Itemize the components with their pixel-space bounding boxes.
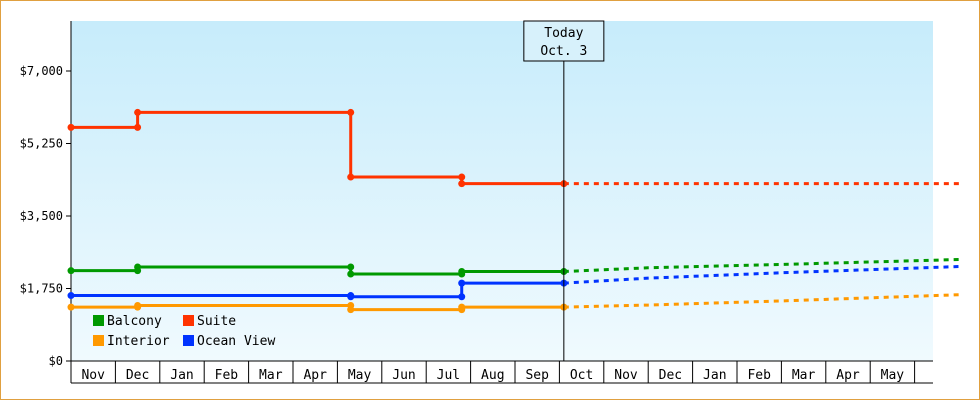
x-month-label: Apr [836, 368, 860, 383]
legend-swatch-suite [183, 315, 194, 326]
x-month-label: Dec [126, 368, 149, 383]
x-month-label: Mar [259, 368, 283, 383]
data-point-ocean-view [458, 279, 466, 287]
x-month-label: May [881, 368, 905, 383]
legend-swatch-interior [93, 335, 104, 346]
legend-label-interior: Interior [107, 334, 170, 349]
legend-swatch-balcony [93, 315, 104, 326]
legend-swatch-ocean-view [183, 335, 194, 346]
today-date: Oct. 3 [540, 44, 587, 59]
series-projection-interior [563, 293, 960, 309]
y-axis: $0 $1,750 $3,500 $5,250 $7,000 [20, 21, 72, 383]
x-month-label: Jan [170, 368, 193, 383]
data-point-balcony [134, 263, 142, 271]
x-month-label: May [348, 368, 372, 383]
data-point-ocean-view [347, 293, 355, 301]
series-projection-balcony [563, 258, 960, 274]
y-tick-label: $0 [49, 354, 63, 368]
legend-label-ocean-view: Ocean View [197, 334, 275, 349]
y-tick-label: $5,250 [20, 137, 63, 151]
data-point-interior [458, 303, 466, 311]
x-month-label: Feb [215, 368, 239, 383]
y-tick-label: $1,750 [20, 282, 63, 296]
data-point-suite [67, 123, 75, 131]
data-point-interior [347, 306, 355, 314]
data-point-suite [134, 123, 142, 131]
x-month-label: Jul [437, 368, 460, 383]
data-point-suite [458, 180, 466, 188]
x-month-label: Dec [659, 368, 682, 383]
data-point-interior [67, 303, 75, 311]
y-tick-label: $3,500 [20, 209, 63, 223]
data-point-balcony [347, 270, 355, 278]
series-layer [67, 108, 960, 314]
today-marker: Today Oct. 3 [523, 20, 605, 361]
today-box [523, 20, 605, 62]
series-projection-ocean-view [563, 265, 960, 285]
today-label: Today [544, 26, 583, 41]
x-month-label: Aug [481, 368, 504, 383]
legend-label-suite: Suite [197, 314, 236, 329]
data-point-ocean-view [67, 292, 75, 300]
data-point-suite [458, 173, 466, 181]
data-point-balcony [458, 268, 466, 276]
data-point-suite [347, 173, 355, 181]
x-month-label: Sep [525, 368, 549, 383]
x-month-label: Feb [747, 368, 771, 383]
x-month-label: Apr [303, 368, 327, 383]
x-axis: Nov Dec Jan Feb Mar Apr May Jun Jul Aug Sep Oct Nov D… [70, 360, 933, 384]
data-point-interior [134, 301, 142, 309]
x-month-label: Mar [792, 368, 816, 383]
data-point-balcony [67, 267, 75, 275]
data-point-suite [134, 108, 142, 116]
x-month-label: Jun [392, 368, 415, 383]
data-point-ocean-view [458, 293, 466, 301]
x-month-label: Nov [81, 368, 105, 383]
x-month-label: Oct [570, 368, 593, 383]
series-line-ocean-view [71, 281, 564, 299]
data-point-suite [347, 108, 355, 116]
x-month-label: Jan [703, 368, 726, 383]
data-point-balcony [347, 263, 355, 271]
legend: Balcony Suite Interior Ocean View [93, 314, 275, 349]
y-tick-label: $7,000 [20, 64, 63, 78]
legend-label-balcony: Balcony [107, 314, 162, 329]
plot-area [71, 21, 933, 361]
x-month-label: Nov [614, 368, 638, 383]
